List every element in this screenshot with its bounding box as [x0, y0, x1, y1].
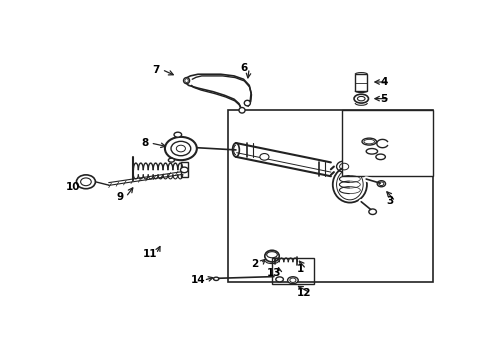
- Bar: [355, 74, 368, 91]
- Ellipse shape: [174, 132, 182, 137]
- Text: 1: 1: [297, 264, 304, 274]
- Bar: [272, 258, 314, 284]
- Text: 12: 12: [297, 288, 312, 298]
- Text: 6: 6: [240, 63, 247, 73]
- Ellipse shape: [245, 100, 250, 106]
- Text: 4: 4: [380, 77, 388, 87]
- Text: 5: 5: [380, 94, 388, 104]
- Text: 9: 9: [117, 192, 123, 202]
- Bar: [228, 110, 434, 282]
- Ellipse shape: [239, 108, 245, 113]
- Bar: [342, 110, 434, 176]
- Text: 8: 8: [141, 138, 148, 148]
- Ellipse shape: [333, 167, 367, 203]
- Circle shape: [260, 153, 269, 160]
- Bar: [181, 162, 188, 177]
- Text: 10: 10: [66, 183, 81, 192]
- Text: 3: 3: [386, 196, 393, 206]
- Ellipse shape: [180, 167, 188, 173]
- Circle shape: [76, 175, 96, 189]
- Circle shape: [165, 137, 197, 160]
- Text: 7: 7: [152, 64, 160, 75]
- Text: 11: 11: [143, 249, 158, 259]
- Ellipse shape: [288, 277, 298, 284]
- Circle shape: [176, 145, 185, 152]
- Ellipse shape: [276, 277, 283, 282]
- Ellipse shape: [214, 277, 219, 280]
- Text: 14: 14: [191, 275, 205, 285]
- Ellipse shape: [354, 94, 368, 103]
- Ellipse shape: [402, 130, 419, 145]
- Ellipse shape: [169, 158, 174, 162]
- Ellipse shape: [184, 77, 190, 84]
- Text: 13: 13: [267, 268, 281, 278]
- Ellipse shape: [265, 250, 279, 262]
- Text: 2: 2: [251, 258, 259, 269]
